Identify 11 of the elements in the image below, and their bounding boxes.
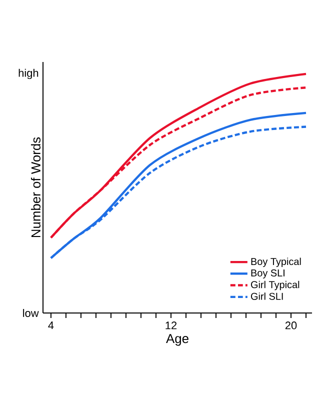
legend-label: Boy Typical [251,258,301,268]
x-tick-label: 12 [166,322,177,330]
text: low [23,308,39,318]
x-tick-label: 20 [285,322,297,330]
x-tick-label: 4 [48,322,54,330]
y-axis-title: Number of Words [30,137,40,238]
legend-label: Girl SLI [251,292,283,300]
text: high [18,68,38,80]
legend-label: Girl Typical [251,280,300,290]
x-axis-title: Age [166,334,188,346]
legend-label: Boy SLI [251,269,284,278]
